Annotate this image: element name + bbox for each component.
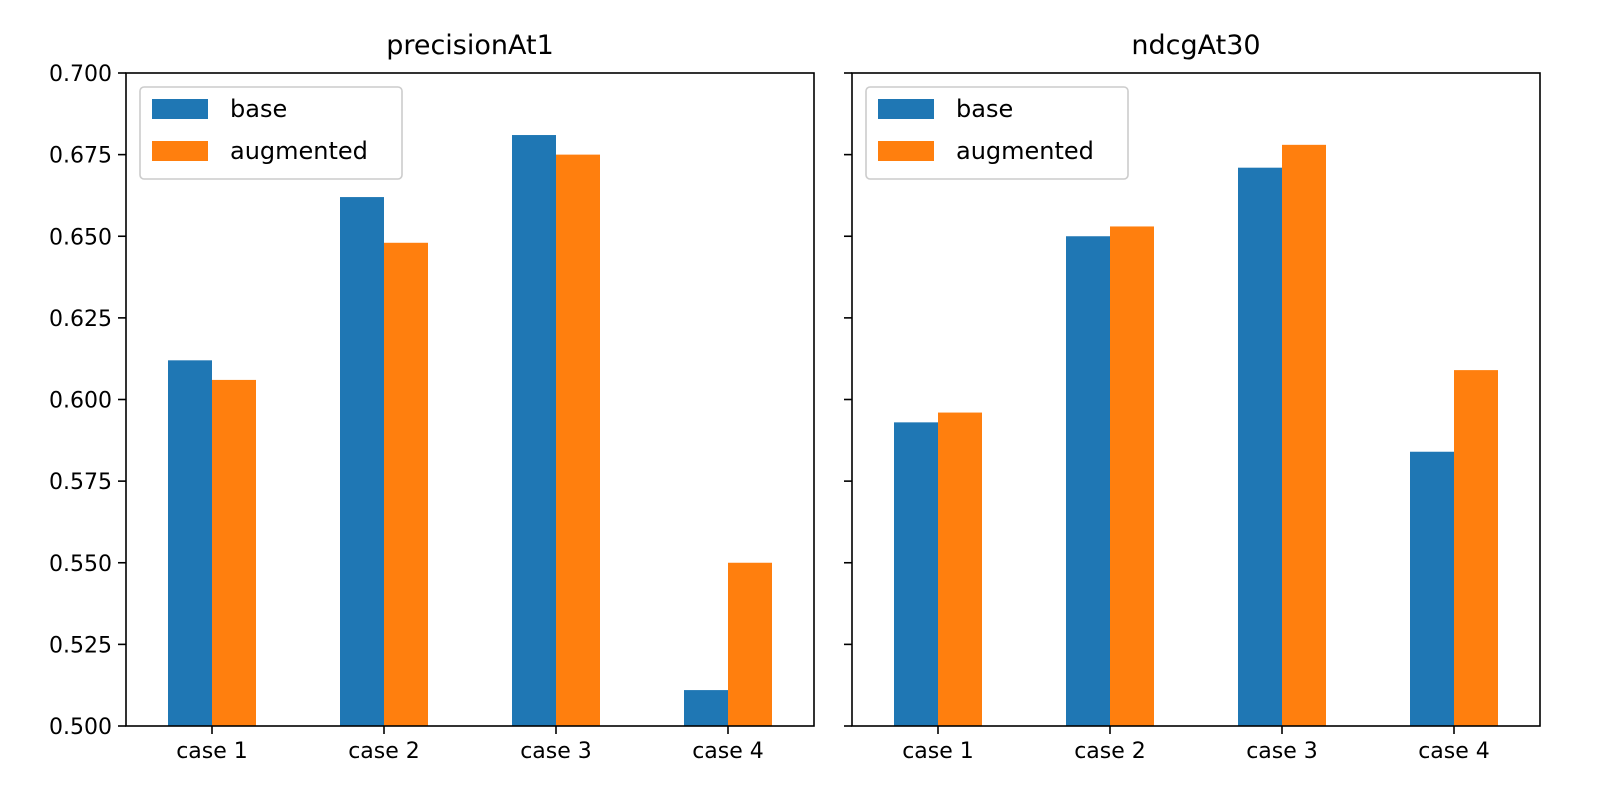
y-tick-label: 0.550 — [49, 552, 112, 577]
y-tick-label: 0.600 — [49, 389, 112, 414]
x-tick-label: case 3 — [520, 739, 592, 764]
bar-augmented-2 — [1110, 226, 1154, 726]
legend-swatch-augmented — [878, 141, 934, 161]
chart-title: precisionAt1 — [386, 30, 554, 61]
legend-swatch-augmented — [152, 141, 208, 161]
x-tick-label: case 4 — [692, 739, 764, 764]
x-tick-label: case 2 — [1074, 739, 1146, 764]
bar-base-1 — [168, 360, 212, 726]
x-tick-label: case 2 — [348, 739, 420, 764]
chart-title: ndcgAt30 — [1131, 30, 1260, 61]
bar-augmented-1 — [938, 412, 982, 726]
bar-augmented-3 — [1282, 144, 1326, 726]
x-tick-label: case 1 — [902, 739, 974, 764]
bar-base-3 — [1238, 167, 1282, 726]
legend: base augmented — [139, 86, 403, 180]
y-tick-label: 0.650 — [49, 225, 112, 250]
bar-augmented-2 — [384, 242, 428, 726]
x-tick-label: case 3 — [1246, 739, 1318, 764]
legend: base augmented — [865, 86, 1129, 180]
bar-base-2 — [1066, 236, 1110, 726]
y-tick-label: 0.500 — [49, 715, 112, 740]
legend-swatch-base — [152, 99, 208, 119]
subplot-2: case 1 case 2 case 3 case 4 ndcgAt30 base augm… — [844, 30, 1541, 764]
legend-label-augmented: augmented — [230, 137, 368, 165]
x-tick-label: case 4 — [1418, 739, 1490, 764]
bar-base-4 — [1410, 451, 1454, 726]
bar-base-3 — [512, 135, 556, 726]
bar-base-2 — [340, 197, 384, 726]
y-tick-label: 0.675 — [49, 144, 112, 169]
bar-augmented-1 — [212, 379, 256, 726]
bar-augmented-3 — [556, 154, 600, 726]
bar-augmented-4 — [1454, 370, 1498, 726]
legend-label-augmented: augmented — [956, 137, 1094, 165]
legend-label-base: base — [956, 95, 1013, 123]
y-tick-label: 0.625 — [49, 307, 112, 332]
bar-augmented-4 — [728, 562, 772, 726]
legend-swatch-base — [878, 99, 934, 119]
legend-label-base: base — [230, 95, 287, 123]
y-tick-label: 0.525 — [49, 633, 112, 658]
x-tick-label: case 1 — [176, 739, 248, 764]
bar-base-1 — [894, 422, 938, 726]
bar-base-4 — [684, 690, 728, 726]
y-tick-label: 0.700 — [49, 62, 112, 87]
subplot-1: 0.500 0.525 0.550 0.575 0.600 0.625 0.650 0.675… — [49, 30, 815, 764]
y-tick-label: 0.575 — [49, 470, 112, 495]
